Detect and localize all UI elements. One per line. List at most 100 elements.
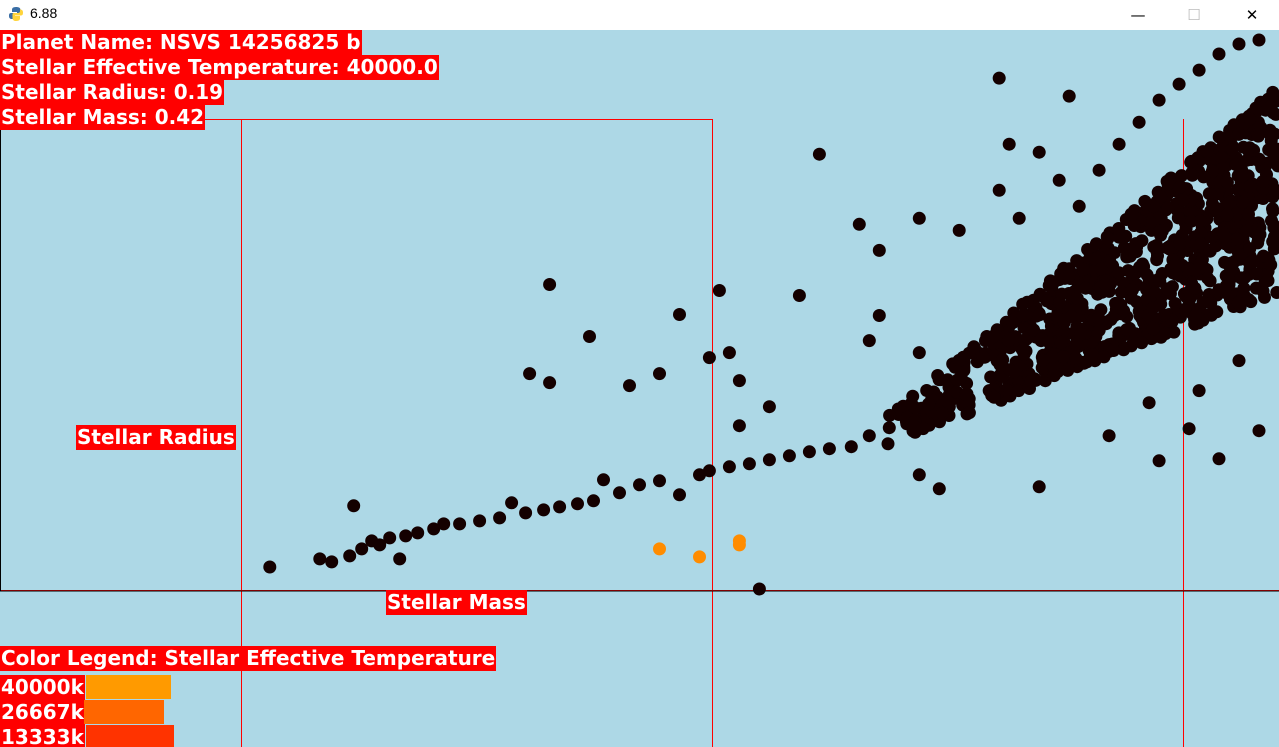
data-point — [505, 496, 518, 509]
window-title: 6.88 — [30, 5, 57, 21]
data-point — [1158, 309, 1171, 322]
data-point — [993, 184, 1006, 197]
data-point — [1233, 354, 1246, 367]
data-point — [1213, 131, 1226, 144]
data-point — [473, 514, 486, 527]
data-point — [1092, 312, 1105, 325]
data-point — [1188, 282, 1201, 295]
data-point — [1186, 169, 1199, 182]
close-button[interactable]: ✕ — [1229, 0, 1275, 30]
data-point — [936, 407, 949, 420]
data-point — [1266, 202, 1279, 215]
data-point — [653, 474, 666, 487]
minimize-button[interactable]: — — [1115, 0, 1161, 30]
data-point — [703, 351, 716, 364]
data-point — [673, 308, 686, 321]
data-point — [873, 309, 886, 322]
python-snake-icon — [8, 6, 24, 22]
data-point — [437, 517, 450, 530]
data-point — [1046, 277, 1059, 290]
data-point — [1033, 480, 1046, 493]
data-point — [571, 497, 584, 510]
data-point — [1213, 452, 1226, 465]
data-point — [1048, 369, 1061, 382]
data-point — [1200, 145, 1213, 158]
data-point — [1205, 231, 1218, 244]
data-point — [1213, 48, 1226, 61]
data-point — [1150, 253, 1163, 266]
data-point — [1122, 264, 1135, 277]
data-point — [1270, 286, 1279, 299]
data-point — [1256, 175, 1269, 188]
data-point — [1115, 286, 1128, 299]
data-point — [543, 278, 556, 291]
data-point — [723, 460, 736, 473]
data-point — [1063, 270, 1076, 283]
data-point — [1162, 178, 1175, 191]
data-point — [1247, 255, 1260, 268]
data-point — [1002, 334, 1015, 347]
data-point — [411, 526, 424, 539]
radius-label: Stellar Radius: 0.19 — [0, 80, 224, 105]
data-point — [1071, 292, 1084, 305]
data-point — [988, 391, 1001, 404]
data-point — [1065, 310, 1078, 323]
data-point — [863, 429, 876, 442]
data-point — [713, 284, 726, 297]
legend-swatch — [86, 725, 174, 747]
data-point — [1070, 254, 1083, 267]
legend-swatch — [84, 700, 164, 724]
data-point — [1242, 208, 1255, 221]
data-point — [1153, 94, 1166, 107]
data-point — [1141, 268, 1154, 281]
data-point — [1240, 224, 1253, 237]
data-point — [933, 482, 946, 495]
data-point — [1090, 237, 1103, 250]
data-point — [793, 289, 806, 302]
data-point — [733, 534, 746, 547]
data-point — [633, 478, 646, 491]
data-point — [1112, 222, 1125, 235]
data-point — [703, 464, 716, 477]
data-point — [1265, 99, 1278, 112]
data-point — [783, 449, 796, 462]
y-axis-label: Stellar Radius — [76, 425, 236, 450]
data-point — [1215, 151, 1228, 164]
mass-label: Stellar Mass: 0.42 — [0, 105, 205, 130]
data-point — [1053, 174, 1066, 187]
data-point — [1194, 257, 1207, 270]
maximize-button[interactable]: ☐ — [1171, 0, 1217, 30]
data-point — [913, 468, 926, 481]
data-point — [1159, 327, 1172, 340]
data-point — [763, 453, 776, 466]
legend-item-label: 26667k — [0, 700, 85, 725]
data-point — [1040, 294, 1053, 307]
data-point — [1183, 422, 1196, 435]
data-point — [1079, 282, 1092, 295]
data-point — [913, 212, 926, 225]
data-point — [1232, 128, 1245, 141]
data-point — [1230, 233, 1243, 246]
data-point — [1109, 297, 1122, 310]
data-point — [845, 440, 858, 453]
data-point — [1013, 212, 1026, 225]
data-point — [1189, 309, 1202, 322]
data-point — [908, 420, 921, 433]
data-point — [996, 353, 1009, 366]
data-point — [931, 369, 944, 382]
data-points — [263, 34, 1279, 596]
data-point — [1093, 164, 1106, 177]
data-point — [1057, 350, 1070, 363]
data-point — [1123, 243, 1136, 256]
data-point — [753, 583, 766, 596]
data-point — [393, 552, 406, 565]
data-point — [1156, 224, 1169, 237]
data-point — [347, 499, 360, 512]
data-point — [1222, 278, 1235, 291]
data-point — [1264, 258, 1277, 271]
data-point — [543, 376, 556, 389]
data-point — [1252, 233, 1265, 246]
data-point — [803, 445, 816, 458]
data-point — [1170, 268, 1183, 281]
data-point — [1103, 429, 1116, 442]
